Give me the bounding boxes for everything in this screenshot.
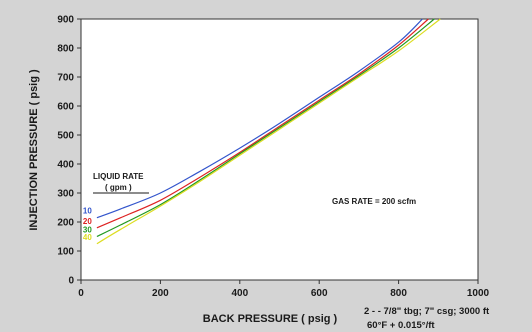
x-tick-label: 800 <box>390 288 407 299</box>
y-tick-label: 600 <box>57 102 74 113</box>
x-tick-label: 1000 <box>467 288 490 299</box>
series-label-30: 30 <box>83 226 92 235</box>
series-line-40 <box>96 18 441 245</box>
series-line-20 <box>96 18 429 229</box>
x-axis-title: BACK PRESSURE ( psig ) <box>203 313 338 325</box>
axis-ticks: 0 200 400 600 800 1000 0 100 200 300 400 500 600 700 8… <box>57 15 489 300</box>
temperature-gradient-note: 60°F + 0.015°/ft <box>367 320 435 331</box>
y-tick-label: 800 <box>57 44 74 55</box>
series-lines <box>96 18 441 245</box>
well-config-note: 2 - - 7/8" tbg; 7" csg; 3000 ft <box>364 306 490 317</box>
gas-rate-note: GAS RATE = 200 scfm <box>332 197 416 206</box>
y-tick-label: 400 <box>57 160 74 171</box>
series-line-30 <box>96 18 435 238</box>
x-tick-label: 0 <box>78 288 84 299</box>
series-label-40: 40 <box>83 233 92 242</box>
y-tick-label: 500 <box>57 131 74 142</box>
y-tick-label: 200 <box>57 218 74 229</box>
y-tick-label: 100 <box>57 247 74 258</box>
series-label-10: 10 <box>83 207 92 216</box>
series-line-10 <box>96 18 423 219</box>
y-tick-label: 300 <box>57 189 74 200</box>
y-tick-label: 700 <box>57 73 74 84</box>
plot-area <box>80 18 479 281</box>
legend-unit: ( gpm ) <box>105 183 132 192</box>
x-tick-label: 600 <box>311 288 328 299</box>
x-tick-label: 400 <box>231 288 248 299</box>
legend-title: LIQUID RATE <box>93 172 144 181</box>
series-label-20: 20 <box>83 217 92 226</box>
y-tick-label: 0 <box>68 276 74 287</box>
y-tick-label: 900 <box>57 15 74 26</box>
y-axis-title: INJECTION PRESSURE ( psig ) <box>28 69 40 231</box>
x-tick-label: 200 <box>152 288 169 299</box>
